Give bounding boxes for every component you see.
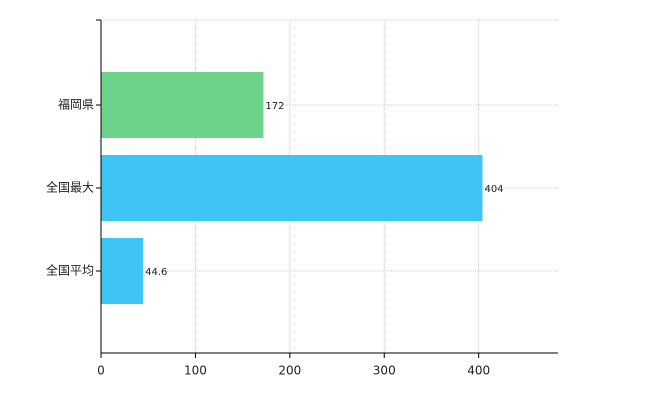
bar	[101, 72, 264, 138]
y-tick-label: 全国平均	[46, 263, 94, 278]
bar	[101, 155, 483, 221]
y-tick-label: 全国最大	[46, 180, 94, 195]
y-tick-label: 福岡県	[58, 97, 94, 112]
x-tick-label: 0	[97, 364, 105, 378]
value-label: 404	[484, 184, 503, 195]
x-tick-label: 300	[373, 364, 396, 378]
x-tick-label: 100	[184, 364, 207, 378]
value-label: 172	[265, 101, 284, 112]
x-tick-label: 400	[467, 364, 490, 378]
bar	[101, 238, 144, 304]
x-tick-label: 200	[278, 364, 301, 378]
value-label: 44.6	[145, 267, 167, 278]
